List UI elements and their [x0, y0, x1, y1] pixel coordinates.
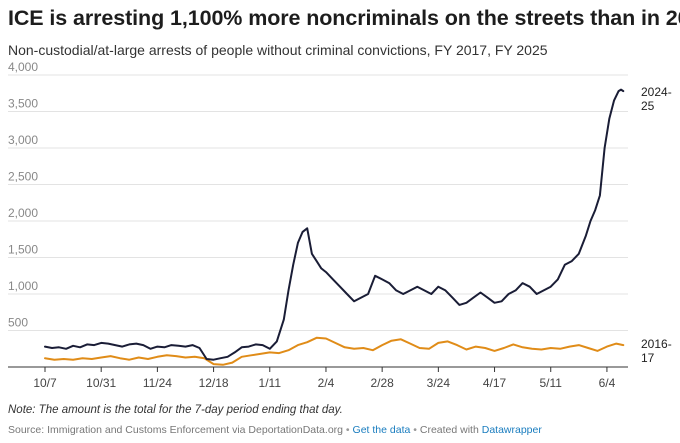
x-tick-label: 5/11 [540, 376, 563, 390]
y-tick-label: 2,000 [8, 206, 38, 220]
y-tick-label: 4,000 [8, 60, 38, 74]
datawrapper-link[interactable]: Datawrapper [481, 424, 542, 436]
series-layer [44, 88, 625, 366]
series-line-2024-25 [44, 88, 625, 361]
series-line-2016-17 [44, 336, 625, 366]
source-text: Source: Immigration and Customs Enforcem… [8, 424, 343, 436]
separator-dot: • [345, 424, 350, 436]
grid-layer: 500 1,000 1,500 2,000 2,500 3,000 3,500 4,000 [8, 60, 628, 331]
x-axis: 10/7 10/31 11/24 12/18 1/11 2/4 2/28 3/24 4/17 5/… [8, 366, 628, 390]
chart-note: Note: The amount is the total for the 7-… [8, 404, 343, 416]
source-line: Source: Immigration and Customs Enforcem… [8, 424, 542, 436]
chart-title: ICE is arresting 1,100% more noncriminal… [8, 6, 680, 30]
y-tick-label: 3,500 [8, 97, 38, 111]
series-label-2024-25: 2024-25 [641, 85, 672, 113]
x-tick-label: 4/17 [483, 376, 507, 390]
y-tick-label: 2,500 [8, 170, 38, 184]
series-labels: 2024-25 2016-17 [641, 85, 672, 365]
get-the-data-link[interactable]: Get the data [352, 424, 411, 436]
series-label-2016-17: 2016-17 [641, 337, 672, 365]
x-tick-label: 2/28 [370, 376, 394, 390]
x-tick-label: 3/24 [427, 376, 451, 390]
x-tick-label: 11/24 [143, 376, 172, 390]
y-tick-label: 1,000 [8, 279, 38, 293]
x-tick-label: 6/4 [599, 376, 616, 390]
separator-dot: • [413, 424, 417, 436]
created-with-text: Created with [419, 424, 479, 436]
x-tick-label: 12/18 [199, 376, 229, 390]
x-tick-label: 10/31 [86, 376, 116, 390]
line-chart: 500 1,000 1,500 2,000 2,500 3,000 3,500 4,000 1… [8, 60, 672, 390]
x-tick-label: 1/11 [259, 376, 282, 390]
y-tick-label: 500 [8, 316, 28, 330]
x-tick-label: 2/4 [318, 376, 335, 390]
chart-subtitle: Non-custodial/at-large arrests of people… [8, 42, 548, 58]
y-tick-label: 3,000 [8, 133, 38, 147]
y-tick-label: 1,500 [8, 243, 38, 257]
x-tick-label: 10/7 [33, 376, 57, 390]
